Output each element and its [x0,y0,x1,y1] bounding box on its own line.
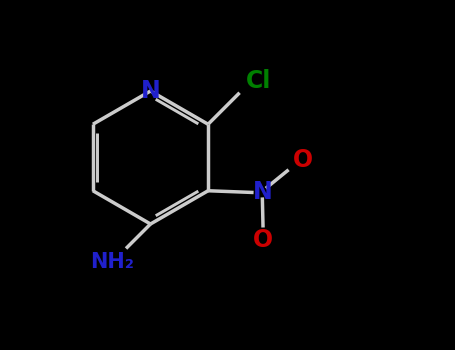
Text: N: N [253,181,272,204]
Text: O: O [253,228,273,252]
Text: O: O [293,148,313,172]
Text: N: N [141,79,160,103]
Text: Cl: Cl [246,69,272,92]
Text: NH₂: NH₂ [90,252,134,273]
